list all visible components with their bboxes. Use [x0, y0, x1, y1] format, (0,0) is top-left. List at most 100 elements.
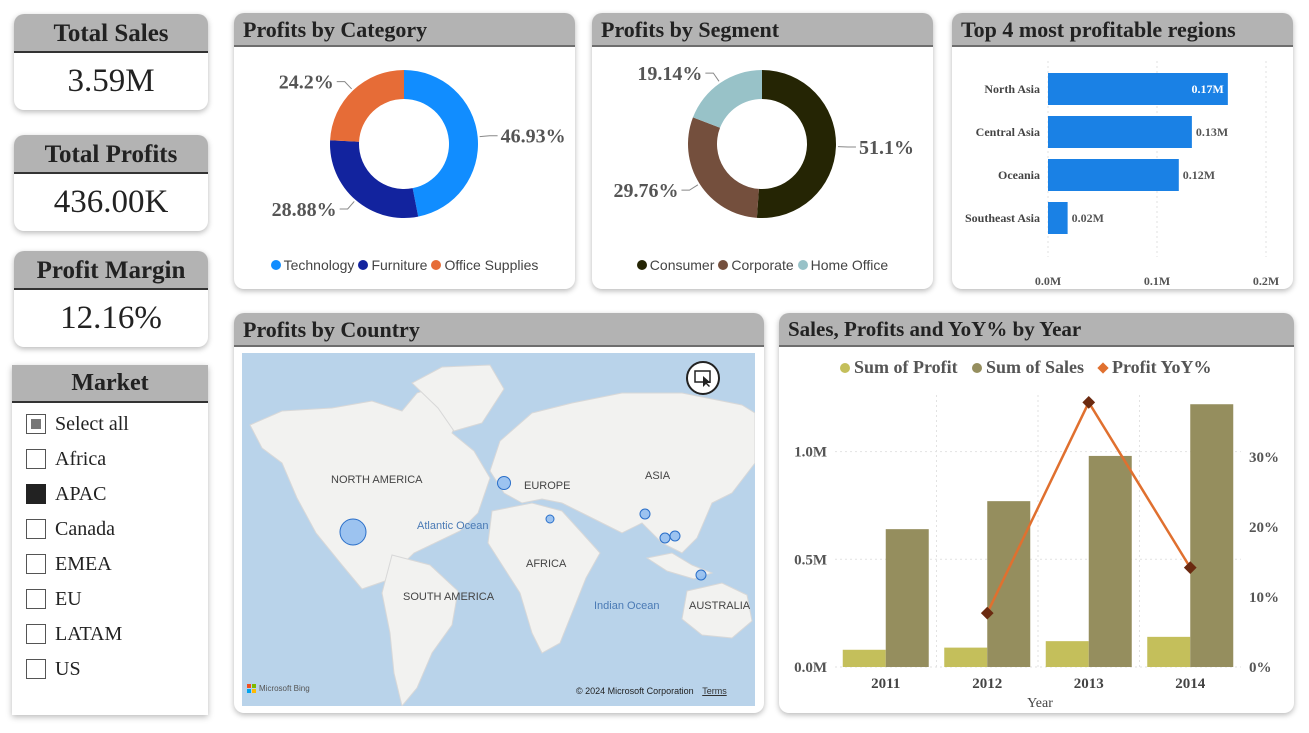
se-asia-islands-shape [645, 552, 714, 580]
regions-data-label: 0.13M [1196, 125, 1228, 139]
legend-dot [358, 260, 369, 270]
kpi-total-sales-value: 3.59M [67, 63, 155, 99]
yearly-bar-sum-of-sales-2012[interactable] [987, 501, 1031, 667]
legend-item-home-office[interactable]: Home Office [797, 257, 889, 273]
map-bubble[interactable] [639, 508, 651, 520]
north-america-shape [249, 382, 491, 590]
donut-slice-furniture[interactable] [330, 140, 419, 218]
market-option-label: EU [55, 587, 82, 610]
legend-item-furniture[interactable]: Furniture [358, 257, 427, 273]
legend-dot [636, 260, 647, 270]
legend-marker-sum-of-profit [840, 363, 850, 373]
legend-label-sum-of-profit: Sum of Profit [854, 357, 958, 377]
label-north-america: NORTH AMERICA [331, 474, 423, 486]
legend-label: Consumer [649, 257, 715, 273]
map-viewport[interactable]: NORTH AMERICA EUROPE ASIA AFRICA SOUTH A… [242, 353, 755, 706]
donut-leader-line [339, 201, 355, 210]
checkbox[interactable] [26, 589, 46, 609]
donut-leader-line [705, 72, 720, 82]
legend-dot [797, 260, 808, 270]
legend-label: Corporate [731, 257, 794, 273]
legend-item-corporate[interactable]: Corporate [718, 257, 794, 273]
map-copyright: © 2024 Microsoft Corporation Terms [576, 686, 727, 696]
market-option-label: Select all [55, 412, 129, 435]
donut-slice-consumer[interactable] [756, 70, 837, 218]
map-bubble[interactable] [497, 476, 511, 490]
donut-slice-office-supplies[interactable] [330, 70, 404, 142]
kpi-total-sales-label: Total Sales [14, 14, 208, 53]
market-option-africa[interactable]: Africa [26, 448, 106, 470]
market-slicer-title: Market [12, 365, 208, 403]
yearly-bar-sum-of-sales-2013[interactable] [1088, 455, 1132, 667]
donut-slice-home-office[interactable] [692, 70, 762, 128]
map-select-tool-button[interactable] [686, 361, 720, 395]
legend-label: Office Supplies [444, 257, 539, 273]
legend-marker-profit-yoy [1097, 362, 1109, 374]
kpi-profit-margin-label: Profit Margin [14, 251, 208, 290]
regions-data-label: 0.12M [1183, 168, 1215, 182]
yearly-bar-sum-of-profit-2013[interactable] [1045, 641, 1089, 667]
donut-slice-technology[interactable] [404, 70, 479, 217]
checkbox[interactable] [26, 449, 46, 469]
label-atlantic-ocean: Atlantic Ocean [417, 520, 489, 532]
legend-dot [270, 260, 281, 270]
donut-data-label: 29.76% [613, 180, 678, 202]
market-option-eu[interactable]: EU [26, 588, 82, 610]
yearly-y2-tick-label: 30% [1249, 450, 1279, 466]
microsoft-logo-icon [247, 684, 256, 693]
market-option-select-all[interactable]: Select all [26, 413, 129, 435]
yearly-chart-card: Sales, Profits and YoY% by Year Sum of P… [779, 313, 1294, 713]
yearly-bar-sum-of-sales-2014[interactable] [1190, 404, 1234, 667]
greenland-shape [411, 364, 505, 432]
checkbox[interactable] [26, 414, 46, 434]
donut-leader-line [479, 135, 498, 138]
label-asia: ASIA [645, 470, 671, 482]
regions-x-tick-label: 0.1M [1144, 274, 1170, 287]
map-bubble[interactable] [659, 532, 671, 544]
checkbox[interactable] [26, 554, 46, 574]
category-donut-chart: 46.93% 28.88% 24.2% [272, 70, 566, 221]
yearly-bar-sum-of-profit-2014[interactable] [1147, 636, 1191, 667]
yearly-x-axis-label: Year [1027, 696, 1053, 711]
market-option-latam[interactable]: LATAM [26, 623, 122, 645]
donut-data-label: 19.14% [637, 63, 702, 85]
map-bubble[interactable] [339, 518, 367, 546]
checkbox[interactable] [26, 484, 46, 504]
regions-bar-oceania[interactable] [1048, 159, 1179, 191]
yearly-bar-sum-of-sales-2011[interactable] [885, 529, 929, 667]
yearly-y2-tick-label: 0% [1249, 660, 1272, 676]
regions-x-tick-label: 0.2M [1253, 274, 1279, 287]
donut-slice-corporate[interactable] [688, 117, 759, 218]
market-option-label: Canada [55, 517, 115, 540]
legend-label: Home Office [810, 257, 889, 273]
australia-shape [681, 582, 753, 639]
regions-data-label: 0.17M [1192, 82, 1224, 96]
market-option-us[interactable]: US [26, 658, 81, 680]
kpi-profit-margin-card: Profit Margin 12.16% [14, 251, 208, 347]
yearly-x-tick-label: 2014 [1175, 676, 1206, 692]
legend-item-consumer[interactable]: Consumer [636, 257, 715, 273]
checkbox[interactable] [26, 624, 46, 644]
checkbox[interactable] [26, 659, 46, 679]
yearly-bar-sum-of-profit-2011[interactable] [842, 649, 886, 667]
market-option-canada[interactable]: Canada [26, 518, 115, 540]
map-bubble[interactable] [695, 569, 707, 581]
kpi-total-sales-card: Total Sales 3.59M [14, 14, 208, 110]
kpi-total-profits-label: Total Profits [14, 135, 208, 174]
map-terms-link[interactable]: Terms [702, 686, 727, 696]
legend-item-office-supplies[interactable]: Office Supplies [431, 257, 538, 273]
map-bubble[interactable] [669, 530, 681, 542]
market-option-label: APAC [55, 482, 107, 505]
legend-item-technology[interactable]: Technology [270, 257, 354, 273]
market-option-emea[interactable]: EMEA [26, 553, 112, 575]
map-bubble[interactable] [545, 514, 555, 524]
regions-bar-southeast-asia[interactable] [1048, 202, 1068, 234]
yearly-line-marker[interactable] [1082, 396, 1096, 409]
checkbox[interactable] [26, 519, 46, 539]
yearly-bar-sum-of-profit-2012[interactable] [944, 647, 988, 667]
regions-bar-north-asia[interactable] [1048, 73, 1228, 105]
regions-category-label: Oceania [998, 168, 1040, 182]
market-option-apac[interactable]: APAC [26, 483, 107, 505]
yearly-x-tick-label: 2013 [1074, 676, 1104, 692]
regions-bar-central-asia[interactable] [1048, 116, 1192, 148]
